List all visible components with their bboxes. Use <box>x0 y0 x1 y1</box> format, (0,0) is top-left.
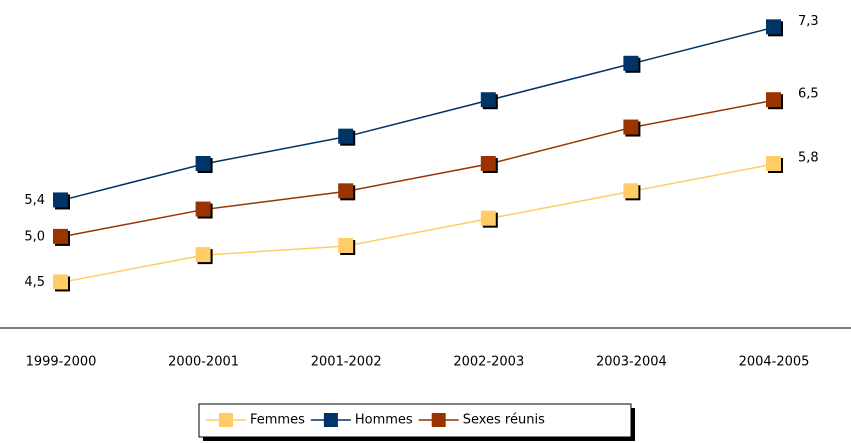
legend-marker <box>323 413 338 427</box>
point <box>480 210 496 226</box>
point <box>766 156 781 171</box>
data-label: 5,0 <box>24 229 45 244</box>
legend-marker <box>219 413 233 427</box>
x-tick-label: 2002-2003 <box>453 355 524 370</box>
series-line <box>60 26 775 202</box>
legend <box>198 403 632 438</box>
point <box>480 156 496 171</box>
point <box>623 183 639 199</box>
legend-label: Hommes <box>355 413 413 428</box>
legend-label: Sexes réunis <box>463 413 545 428</box>
point <box>623 55 639 71</box>
point <box>480 92 496 108</box>
data-label: 5,4 <box>24 193 45 208</box>
series-line <box>60 99 775 238</box>
point <box>195 156 211 171</box>
data-label: 7,3 <box>798 14 819 29</box>
point <box>766 19 781 35</box>
point <box>53 228 68 244</box>
x-tick-label: 2003-2004 <box>596 355 667 370</box>
point <box>338 183 354 199</box>
x-tick-label: 2001-2002 <box>311 355 382 370</box>
x-tick-label: 2000-2001 <box>168 355 239 370</box>
data-label: 5,8 <box>798 151 819 166</box>
point <box>338 128 354 144</box>
point <box>766 92 781 108</box>
point <box>623 119 639 135</box>
series-line <box>60 163 775 284</box>
x-tick-label: 1999-2000 <box>26 355 97 370</box>
point <box>338 238 354 253</box>
x-tick-label: 2004-2005 <box>739 355 810 370</box>
point <box>53 274 68 290</box>
point <box>195 247 211 263</box>
data-label: 6,5 <box>798 87 819 102</box>
legend-label: Femmes <box>250 413 305 428</box>
point <box>195 201 211 217</box>
data-label: 4,5 <box>24 275 45 290</box>
legend-marker <box>431 413 446 427</box>
point <box>53 192 68 208</box>
